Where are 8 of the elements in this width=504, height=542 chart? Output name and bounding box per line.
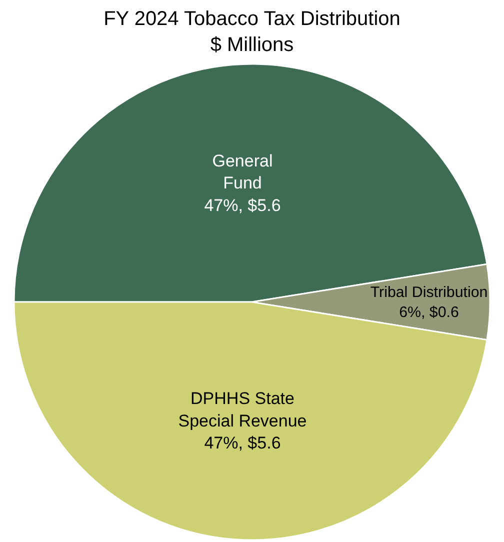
chart-subtitle: $ Millions <box>210 34 294 56</box>
data-label: 6%, $0.6 <box>399 304 459 321</box>
data-label: 47%, $5.6 <box>204 196 281 215</box>
chart-title: FY 2024 Tobacco Tax Distribution <box>104 8 400 30</box>
slice-label: DPHHS State Special Revenue <box>178 389 307 430</box>
slice-label: General Fund <box>212 152 273 193</box>
data-label: 47%, $5.6 <box>204 433 281 452</box>
slice-label: Tribal Distribution <box>370 284 488 302</box>
